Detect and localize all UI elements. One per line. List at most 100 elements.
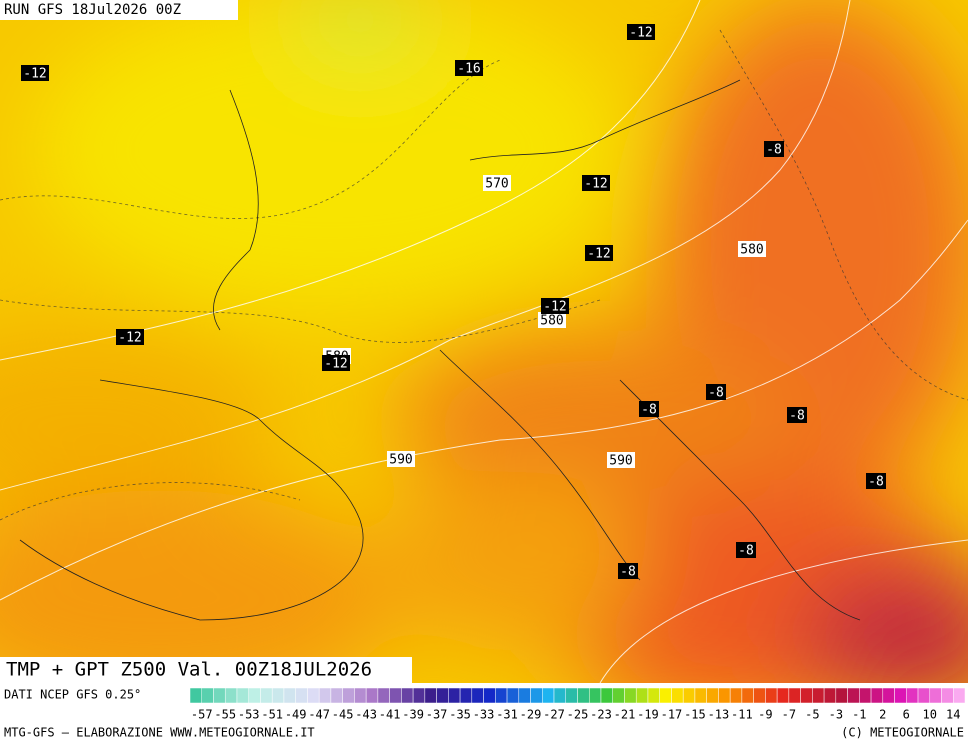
colorbar-label: -33 — [473, 708, 495, 722]
colorbar-swatch — [330, 687, 343, 704]
colorbar-label: -45 — [332, 708, 354, 722]
colorbar-swatch — [448, 687, 461, 704]
colorbar-label: -1 — [852, 708, 866, 722]
title-box — [0, 657, 412, 683]
colorbar-label: -23 — [590, 708, 612, 722]
colorbar-label: -11 — [731, 708, 753, 722]
height-label: 590 — [609, 454, 632, 469]
colorbar-label: -55 — [214, 708, 236, 722]
colorbar-swatch — [365, 687, 379, 704]
height-label: 580 — [540, 314, 563, 329]
colorbar-label: -21 — [614, 708, 636, 722]
colorbar-swatch — [530, 687, 543, 704]
colorbar-label: 14 — [946, 708, 960, 722]
colorbar-swatch — [248, 687, 261, 704]
colorbar-swatch — [553, 687, 567, 704]
colorbar-swatch — [659, 687, 672, 704]
colorbar-swatch — [260, 687, 273, 704]
colorbar-swatch — [307, 687, 320, 704]
colorbar-label: -17 — [661, 708, 683, 722]
temperature-label: -12 — [23, 67, 46, 82]
temperature-label-box — [541, 298, 569, 314]
colorbar-swatch — [741, 687, 754, 704]
colorbar-label: -31 — [496, 708, 518, 722]
colorbar-swatch — [635, 687, 649, 704]
colorbar-swatch — [800, 687, 813, 704]
colorbar-swatch — [401, 687, 414, 704]
height-label-box — [607, 452, 635, 468]
colorbar-swatch — [929, 687, 942, 704]
colorbar-swatch — [694, 687, 707, 704]
colorbar-label: -7 — [782, 708, 796, 722]
colorbar-label: -47 — [308, 708, 330, 722]
colorbar-swatch — [647, 687, 660, 704]
colorbar-label: -39 — [402, 708, 424, 722]
colorbar-label: -15 — [684, 708, 706, 722]
colorbar-label: -27 — [543, 708, 565, 722]
temperature-label: -12 — [543, 300, 566, 315]
temperature-label: -8 — [620, 565, 636, 580]
colorbar-swatch — [577, 687, 590, 704]
colorbar-label: -49 — [285, 708, 307, 722]
colorbar-swatch — [765, 687, 778, 704]
colorbar-swatch — [823, 687, 837, 704]
colorbar-swatch — [295, 687, 308, 704]
colorbar-swatch — [870, 687, 884, 704]
colorbar-swatch — [201, 687, 214, 704]
colorbar-label: 6 — [903, 708, 910, 722]
colorbar-swatch — [906, 687, 919, 704]
colorbar-swatch — [518, 687, 531, 704]
colorbar-swatch — [471, 687, 484, 704]
colorbar-swatch — [835, 687, 848, 704]
colorbar-swatch — [753, 687, 766, 704]
colorbar-swatch — [424, 687, 437, 704]
colorbar-swatch — [953, 687, 966, 704]
colorbar-swatch — [436, 687, 449, 704]
colorbar-swatch — [213, 687, 226, 704]
colorbar-label: -53 — [238, 708, 260, 722]
height-label: 580 — [740, 243, 763, 258]
colorbar-label: -35 — [449, 708, 471, 722]
temperature-label: -8 — [868, 475, 884, 490]
temperature-label: -12 — [584, 177, 607, 192]
colorbar-swatch — [941, 687, 954, 704]
temperature-label-box — [455, 60, 483, 76]
colorbar-swatch — [917, 687, 931, 704]
colorbar-swatch — [718, 687, 731, 704]
height-label-box — [483, 175, 511, 191]
height-label-box — [738, 241, 766, 257]
colorbar-swatch — [624, 687, 637, 704]
colorbar-swatch — [389, 687, 402, 704]
run-label: RUN GFS 18Jul2026 00Z — [4, 2, 181, 18]
temperature-label: -12 — [118, 331, 141, 346]
colorbar-label: -25 — [567, 708, 589, 722]
colorbar-label: -3 — [829, 708, 843, 722]
run-label-box — [0, 0, 238, 20]
temperature-label-box — [585, 245, 613, 261]
colorbar-swatch — [236, 687, 249, 704]
colorbar-swatch — [283, 687, 296, 704]
colorbar-swatch — [588, 687, 602, 704]
colorbar-label: -19 — [637, 708, 659, 722]
temperature-label-box — [116, 329, 144, 345]
colorbar-label: 2 — [879, 708, 886, 722]
colorbar-swatch — [600, 687, 613, 704]
colorbar-swatch — [342, 687, 355, 704]
temperature-label: -8 — [789, 409, 805, 424]
colorbar-swatch — [776, 687, 790, 704]
temperature-label: -8 — [738, 544, 754, 559]
colorbar-swatch — [788, 687, 801, 704]
colorbar-swatch — [377, 687, 390, 704]
height-label-box — [538, 312, 566, 328]
footer-left: MTG-GFS — ELABORAZIONE WWW.METEOGIORNALE… — [4, 726, 315, 740]
colorbar-swatch — [565, 687, 578, 704]
colorbar-swatch — [671, 687, 684, 704]
map-title: TMP + GPT Z500 Val. 00Z18JUL2026 — [6, 659, 372, 681]
colorbar-swatch — [682, 687, 696, 704]
colorbar-swatch — [354, 687, 367, 704]
temperature-label: -8 — [708, 386, 724, 401]
colorbar-swatch — [706, 687, 719, 704]
temperature-label: -12 — [587, 247, 610, 262]
colorbar-swatch — [894, 687, 907, 704]
colorbar-label: -41 — [379, 708, 401, 722]
